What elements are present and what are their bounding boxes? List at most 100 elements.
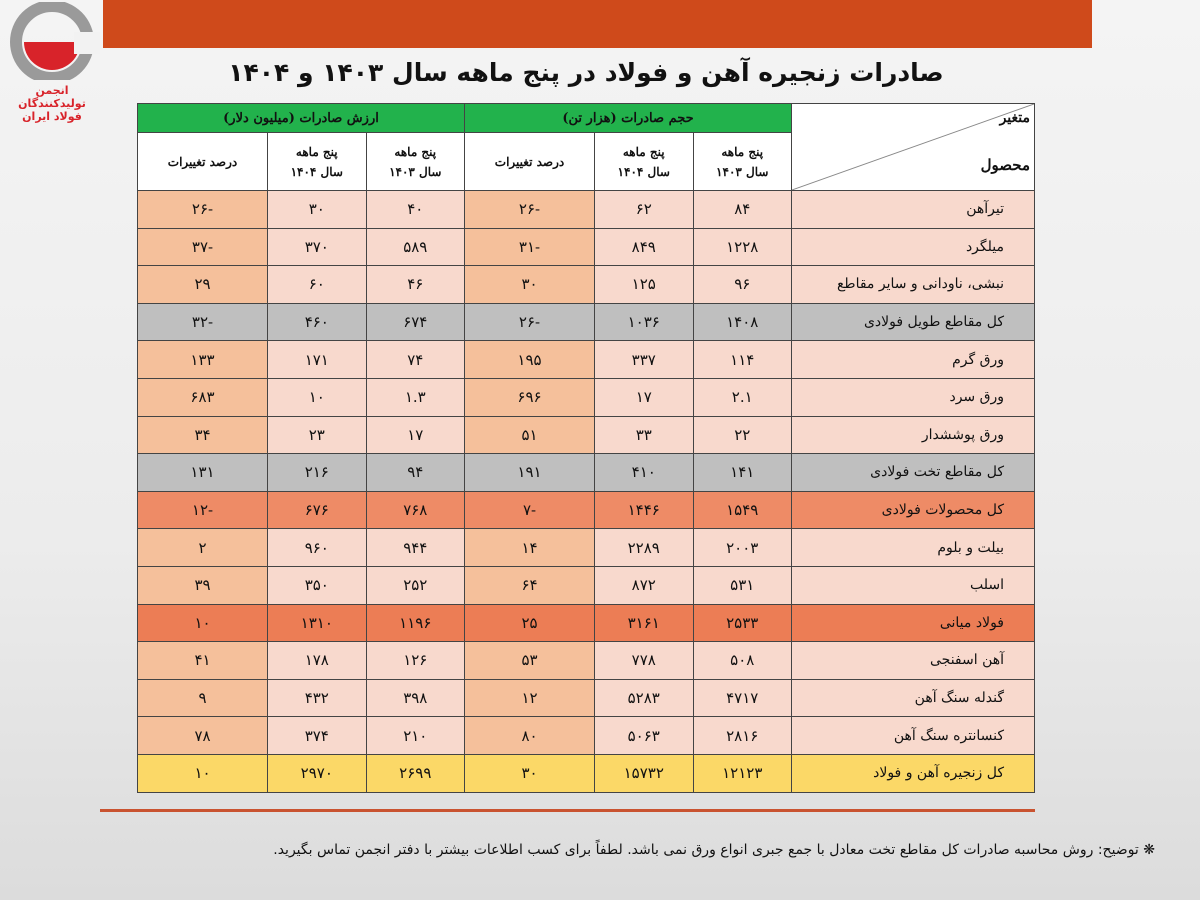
cell-vpct: ۳۰ bbox=[464, 265, 595, 304]
table-row: ورق سرد ۲.۱ ۱۷ ۶۹۶ ۱.۳ ۱۰ ۶۸۳ bbox=[136, 377, 1035, 417]
table-row: ورق پوششدار ۲۲ ۳۳ ۵۱ ۱۷ ۲۳ ۳۴ bbox=[136, 415, 1035, 455]
cell-product: ورق گرم bbox=[791, 340, 1035, 379]
cell-v1403: ۱۴۱ bbox=[692, 453, 792, 492]
cell-dpct: ۱۰ bbox=[136, 603, 269, 643]
cell-product: کل مقاطع تخت فولادی bbox=[791, 453, 1035, 492]
cell-d1403: ۲۵۲ bbox=[365, 565, 466, 605]
cell-product: میلگرد bbox=[791, 227, 1035, 267]
table-row: میلگرد ۱۲۲۸ ۸۴۹ -۳۱ ۵۸۹ ۳۷۰ -۳۷ bbox=[136, 227, 1035, 267]
cell-dpct: ۴۱ bbox=[136, 641, 269, 680]
cell-vpct: ۸۰ bbox=[464, 716, 595, 755]
cell-product: فولاد میانی bbox=[791, 603, 1035, 643]
cell-d1404: ۴۶۰ bbox=[267, 302, 367, 342]
cell-v1403: ۱۲۲۸ bbox=[692, 227, 792, 267]
logo-text-2: فولاد ایران bbox=[22, 110, 82, 123]
volume-group-header: حجم صادرات (هزار تن) bbox=[464, 103, 792, 133]
year-label: سال ۱۴۰۳ bbox=[716, 164, 769, 179]
cell-v1403: ۲۵۳۳ bbox=[692, 603, 792, 643]
val-1404-header: پنج ماهه سال ۱۴۰۴ bbox=[267, 132, 367, 191]
cell-d1403: ۲۶۹۹ bbox=[365, 753, 466, 793]
cell-d1403: ۵۸۹ bbox=[365, 227, 466, 267]
val-change-header: درصد تغییرات bbox=[136, 132, 269, 191]
cell-product: گندله سنگ آهن bbox=[791, 678, 1035, 718]
cell-v1403: ۱۲۱۲۳ bbox=[692, 753, 792, 793]
cell-v1404: ۶۲ bbox=[594, 190, 694, 229]
cell-d1404: ۶۰ bbox=[267, 265, 367, 304]
cell-v1404: ۱۰۳۶ bbox=[594, 302, 694, 342]
cell-dpct: ۱۰ bbox=[136, 753, 269, 793]
val-1403-header: پنج ماهه سال ۱۴۰۳ bbox=[365, 132, 466, 191]
value-group-header: ارزش صادرات (میلیون دلار) bbox=[136, 103, 466, 133]
cell-vpct: ۵۳ bbox=[464, 641, 595, 680]
table-row: نبشی، ناودانی و سایر مقاطع ۹۶ ۱۲۵ ۳۰ ۴۶ ۶۰ ۲۹ bbox=[136, 265, 1035, 304]
divider-line bbox=[100, 809, 1035, 812]
cell-v1404: ۳۳۷ bbox=[594, 340, 694, 379]
year-label: سال ۱۴۰۴ bbox=[290, 164, 343, 179]
top-banner bbox=[103, 0, 1092, 48]
cell-dpct: ۱۳۱ bbox=[136, 453, 269, 492]
cell-dpct: ۳۴ bbox=[136, 415, 269, 455]
diagonal-divider bbox=[792, 104, 1034, 190]
cell-v1404: ۵۰۶۳ bbox=[594, 716, 694, 755]
table-row: بیلت و بلوم ۲۰۰۳ ۲۲۸۹ ۱۴ ۹۴۴ ۹۶۰ ۲ bbox=[136, 528, 1035, 567]
table-body: تیرآهن ۸۴ ۶۲ -۲۶ ۴۰ ۳۰ -۲۶ میلگرد ۱۲۲۸ ۸۴۹ -۳۱ ۵۸۹ ۳… bbox=[136, 190, 1035, 793]
cell-d1404: ۱۰ bbox=[267, 377, 367, 417]
period-label: پنج ماهه bbox=[295, 144, 338, 159]
cell-v1404: ۸۷۲ bbox=[594, 565, 694, 605]
cell-v1403: ۸۴ bbox=[692, 190, 792, 229]
table-row: کل زنجیره آهن و فولاد ۱۲۱۲۳ ۱۵۷۳۲ ۳۰ ۲۶۹۹ ۲۹۷… bbox=[136, 753, 1035, 793]
cell-v1404: ۲۲۸۹ bbox=[594, 528, 694, 567]
cell-d1404: ۳۰ bbox=[267, 190, 367, 229]
cell-vpct: -۲۶ bbox=[464, 190, 595, 229]
cell-dpct: ۳۹ bbox=[136, 565, 269, 605]
cell-vpct: ۲۵ bbox=[464, 603, 595, 643]
cell-d1404: ۳۷۴ bbox=[267, 716, 367, 755]
cell-d1404: ۱۷۱ bbox=[267, 340, 367, 379]
vol-1404-header: پنج ماهه سال ۱۴۰۴ bbox=[594, 132, 694, 191]
cell-d1404: ۹۶۰ bbox=[267, 528, 367, 567]
cell-v1404: ۱۵۷۳۲ bbox=[594, 753, 694, 793]
table-row: تیرآهن ۸۴ ۶۲ -۲۶ ۴۰ ۳۰ -۲۶ bbox=[136, 190, 1035, 229]
cell-product: کل مقاطع طویل فولادی bbox=[791, 302, 1035, 342]
cell-product: کنسانتره سنگ آهن bbox=[791, 716, 1035, 755]
cell-d1403: ۳۹۸ bbox=[365, 678, 466, 718]
cell-v1403: ۵۰۸ bbox=[692, 641, 792, 680]
cell-d1403: ۷۶۸ bbox=[365, 490, 466, 530]
cell-d1404: ۲۳ bbox=[267, 415, 367, 455]
cell-d1403: ۱۷ bbox=[365, 415, 466, 455]
table-row: فولاد میانی ۲۵۳۳ ۳۱۶۱ ۲۵ ۱۱۹۶ ۱۳۱۰ ۱۰ bbox=[136, 603, 1035, 643]
exports-table: متغیر محصول حجم صادرات (هزار تن) ارزش صا… bbox=[136, 103, 1035, 793]
cell-dpct: -۱۲ bbox=[136, 490, 269, 530]
cell-product: آهن اسفنجی bbox=[791, 641, 1035, 680]
cell-dpct: -۳۲ bbox=[136, 302, 269, 342]
cell-v1403: ۱۱۴ bbox=[692, 340, 792, 379]
table-row: کل مقاطع تخت فولادی ۱۴۱ ۴۱۰ ۱۹۱ ۹۴ ۲۱۶ ۱۳۱ bbox=[136, 453, 1035, 492]
cell-d1403: ۶۷۴ bbox=[365, 302, 466, 342]
cell-v1404: ۱۴۴۶ bbox=[594, 490, 694, 530]
corner-header: متغیر محصول bbox=[791, 103, 1035, 191]
table-row: کل مقاطع طویل فولادی ۱۴۰۸ ۱۰۳۶ -۲۶ ۶۷۴ ۴۶۰ -۳۲ bbox=[136, 302, 1035, 342]
cell-vpct: ۱۴ bbox=[464, 528, 595, 567]
cell-product: کل محصولات فولادی bbox=[791, 490, 1035, 530]
cell-dpct: ۱۳۳ bbox=[136, 340, 269, 379]
cell-d1403: ۴۰ bbox=[365, 190, 466, 229]
cell-v1403: ۲.۱ bbox=[692, 377, 792, 417]
product-label: محصول bbox=[980, 156, 1030, 174]
cell-product: ورق سرد bbox=[791, 377, 1035, 417]
period-label: پنج ماهه bbox=[394, 144, 437, 159]
table-row: کنسانتره سنگ آهن ۲۸۱۶ ۵۰۶۳ ۸۰ ۲۱۰ ۳۷۴ ۷۸ bbox=[136, 716, 1035, 755]
cell-product: ورق پوششدار bbox=[791, 415, 1035, 455]
vol-change-header: درصد تغییرات bbox=[464, 132, 595, 191]
table-row: کل محصولات فولادی ۱۵۴۹ ۱۴۴۶ -۷ ۷۶۸ ۶۷۶ -۱۲ bbox=[136, 490, 1035, 530]
cell-dpct: -۳۷ bbox=[136, 227, 269, 267]
cell-v1404: ۱۲۵ bbox=[594, 265, 694, 304]
cell-v1403: ۱۴۰۸ bbox=[692, 302, 792, 342]
cell-v1404: ۸۴۹ bbox=[594, 227, 694, 267]
variable-label: متغیر bbox=[999, 110, 1030, 126]
cell-d1404: ۱۷۸ bbox=[267, 641, 367, 680]
cell-v1404: ۳۳ bbox=[594, 415, 694, 455]
cell-v1403: ۲۸۱۶ bbox=[692, 716, 792, 755]
cell-v1403: ۵۳۱ bbox=[692, 565, 792, 605]
cell-d1403: ۱۱۹۶ bbox=[365, 603, 466, 643]
cell-v1404: ۱۷ bbox=[594, 377, 694, 417]
